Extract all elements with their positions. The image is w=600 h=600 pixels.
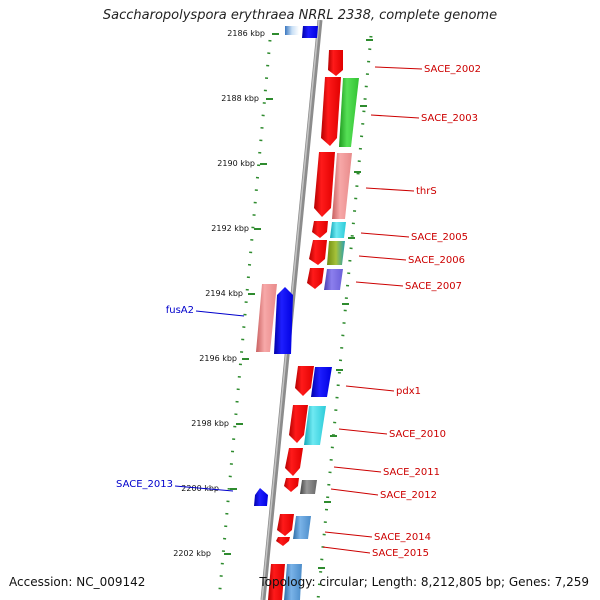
gene-label[interactable]: SACE_2012 bbox=[380, 490, 437, 501]
kbp-label: 2196 kbp bbox=[199, 354, 237, 363]
cds-feature[interactable] bbox=[328, 50, 343, 76]
cds-feature[interactable] bbox=[277, 514, 294, 536]
topology-text: Topology: circular; Length: 8,212,805 bp… bbox=[259, 575, 589, 589]
kbp-label: 2202 kbp bbox=[173, 549, 211, 558]
cds-feature[interactable] bbox=[284, 478, 299, 492]
leader-line bbox=[374, 66, 423, 70]
gene-label[interactable]: SACE_2005 bbox=[411, 232, 468, 243]
map-title: Saccharopolyspora erythraea NRRL 2338, c… bbox=[102, 8, 498, 23]
gene-label[interactable]: fusA2 bbox=[166, 305, 194, 316]
gene-label[interactable]: SACE_2011 bbox=[383, 467, 440, 478]
leader-line bbox=[195, 310, 245, 317]
leader-line bbox=[324, 531, 373, 538]
leader-line bbox=[338, 428, 388, 435]
gene-label[interactable]: SACE_2006 bbox=[408, 255, 465, 266]
leader-line bbox=[345, 385, 395, 392]
leader-line bbox=[174, 485, 234, 492]
leader-line bbox=[358, 255, 407, 261]
gene-label[interactable]: SACE_2013 bbox=[116, 479, 173, 490]
reverse-features bbox=[254, 284, 293, 506]
leader-line bbox=[333, 466, 382, 473]
cds-feature[interactable] bbox=[285, 448, 303, 476]
cds-feature[interactable] bbox=[274, 287, 293, 354]
gene-label[interactable]: pdx1 bbox=[396, 386, 421, 397]
cds-feature[interactable] bbox=[330, 222, 346, 238]
cds-feature[interactable] bbox=[312, 221, 328, 238]
cds-feature[interactable] bbox=[300, 480, 317, 494]
tick-marks bbox=[224, 33, 373, 569]
cds-feature[interactable] bbox=[324, 269, 343, 290]
gene-label[interactable]: SACE_2007 bbox=[405, 281, 462, 292]
leader-line bbox=[365, 187, 415, 192]
cds-feature[interactable] bbox=[276, 537, 290, 546]
gene-label[interactable]: SACE_2002 bbox=[424, 64, 481, 75]
cds-feature[interactable] bbox=[285, 26, 299, 35]
cds-feature[interactable] bbox=[311, 367, 332, 397]
forward-features bbox=[268, 26, 359, 600]
cds-feature[interactable] bbox=[293, 516, 311, 539]
cds-feature[interactable] bbox=[256, 284, 277, 352]
cds-feature[interactable] bbox=[295, 366, 314, 396]
cds-feature[interactable] bbox=[321, 77, 341, 146]
leader-line bbox=[330, 488, 379, 496]
cds-feature[interactable] bbox=[327, 241, 345, 265]
leader-line bbox=[322, 546, 371, 554]
cds-feature[interactable] bbox=[339, 78, 359, 147]
cds-feature[interactable] bbox=[309, 240, 327, 265]
cds-feature[interactable] bbox=[302, 26, 318, 38]
leader-line bbox=[360, 232, 410, 238]
kbp-label: 2188 kbp bbox=[221, 94, 259, 103]
accession-text: Accession: NC_009142 bbox=[9, 575, 146, 589]
gene-label[interactable]: thrS bbox=[416, 186, 437, 197]
leader-line bbox=[370, 114, 420, 119]
cds-feature[interactable] bbox=[289, 405, 308, 443]
cds-feature[interactable] bbox=[314, 152, 335, 217]
cds-feature[interactable] bbox=[332, 153, 352, 219]
cds-feature[interactable] bbox=[304, 406, 326, 445]
kbp-label: 2194 kbp bbox=[205, 289, 243, 298]
leader-line bbox=[355, 281, 404, 287]
gene-label[interactable]: SACE_2015 bbox=[372, 548, 429, 559]
kbp-label: 2192 kbp bbox=[211, 224, 249, 233]
kbp-label: 2198 kbp bbox=[191, 419, 229, 428]
cds-feature[interactable] bbox=[254, 488, 268, 506]
gene-label[interactable]: SACE_2003 bbox=[421, 113, 478, 124]
cds-feature[interactable] bbox=[268, 564, 285, 600]
gene-label[interactable]: SACE_2014 bbox=[374, 532, 431, 543]
kbp-label: 2190 kbp bbox=[217, 159, 255, 168]
cds-feature[interactable] bbox=[307, 268, 324, 289]
cds-feature[interactable] bbox=[284, 564, 302, 600]
kbp-label: 2186 kbp bbox=[227, 29, 265, 38]
gene-label[interactable]: SACE_2010 bbox=[389, 429, 446, 440]
